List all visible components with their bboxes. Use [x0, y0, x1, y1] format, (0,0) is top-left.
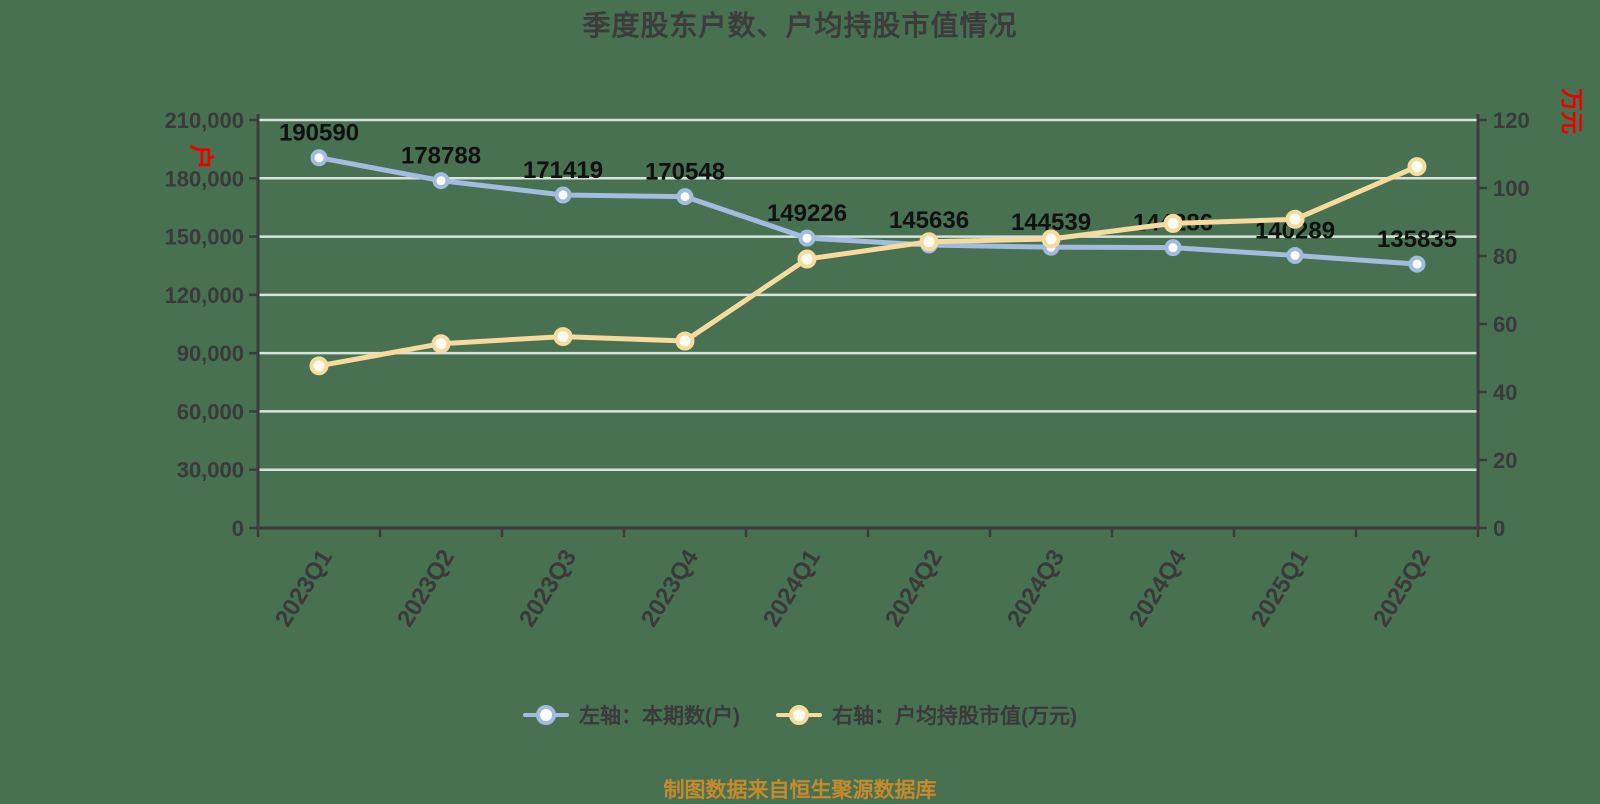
left-axis-tick-label: 90,000 — [177, 341, 244, 366]
data-point-marker — [1407, 157, 1427, 177]
x-axis-tick-label: 2024Q3 — [1002, 545, 1070, 632]
left-axis-tick-label: 0 — [232, 516, 244, 541]
left-axis-tick-label: 120,000 — [164, 283, 244, 308]
right-axis-tick-label: 20 — [1493, 448, 1517, 473]
x-axis-tick-label: 2023Q4 — [636, 544, 705, 631]
data-point-marker — [676, 188, 694, 206]
right-axis-tick-label: 120 — [1493, 108, 1530, 133]
page-title: 季度股东户数、户均持股市值情况 — [582, 10, 1018, 41]
data-point-label: 171419 — [523, 157, 603, 184]
data-point-label: 145636 — [889, 207, 969, 234]
right-axis-unit-label: 万元 — [1559, 88, 1586, 135]
right-axis-tick-label: 40 — [1493, 380, 1517, 405]
data-point-marker — [1285, 209, 1305, 229]
data-point-marker — [1408, 255, 1426, 273]
left-axis-tick-label: 180,000 — [164, 166, 244, 191]
data-point-marker — [431, 334, 451, 354]
data-point-marker — [432, 172, 450, 190]
left-axis-unit-label: 户 — [186, 144, 215, 170]
legend-label: 左轴：本期数(户) — [579, 705, 740, 728]
yellow-line-marker-icon — [776, 705, 822, 725]
data-point-label: 178788 — [401, 143, 481, 170]
data-point-label: 135835 — [1377, 226, 1457, 253]
data-point-marker — [553, 327, 573, 347]
data-point-marker — [310, 149, 328, 167]
legend-item-market-value[interactable]: 右轴：户均持股市值(万元) — [776, 700, 1077, 730]
data-point-marker — [675, 331, 695, 351]
left-axis-tick-label: 60,000 — [177, 399, 244, 424]
data-point-marker — [1164, 239, 1182, 257]
shareholders-series-line — [316, 155, 1420, 267]
blue-line-marker-icon — [523, 705, 569, 725]
x-axis-tick-label: 2023Q2 — [392, 545, 460, 632]
chart-legend: 左轴：本期数(户) 右轴：户均持股市值(万元) — [0, 700, 1600, 730]
data-point-marker — [554, 186, 572, 204]
right-axis-tick-label: 80 — [1493, 244, 1517, 269]
x-axis-tick-label: 2024Q2 — [880, 545, 948, 632]
x-axis-tick-label: 2024Q1 — [758, 545, 826, 632]
data-point-marker — [1163, 213, 1183, 233]
data-point-marker — [919, 232, 939, 252]
data-point-marker — [1286, 246, 1304, 264]
x-axis-tick-label: 2025Q2 — [1368, 545, 1436, 632]
legend-item-shareholders[interactable]: 左轴：本期数(户) — [523, 700, 740, 730]
left-axis-tick-label: 30,000 — [177, 458, 244, 483]
data-point-marker — [1041, 229, 1061, 249]
x-axis-tick-label: 2025Q1 — [1246, 545, 1314, 632]
data-point-label: 149226 — [767, 200, 847, 227]
data-point-marker — [798, 229, 816, 247]
right-axis-tick-label: 100 — [1493, 176, 1530, 201]
market-value-series-line — [316, 164, 1420, 369]
right-axis-tick-label: 0 — [1493, 516, 1505, 541]
data-point-marker — [309, 356, 329, 376]
data-point-label: 170548 — [645, 159, 725, 186]
left-axis-tick-label: 150,000 — [164, 225, 244, 250]
data-point-marker — [797, 249, 817, 269]
x-axis-tick-label: 2024Q4 — [1124, 544, 1193, 631]
data-point-label: 190590 — [279, 120, 359, 147]
left-axis-tick-label: 210,000 — [164, 108, 244, 133]
legend-label: 右轴：户均持股市值(万元) — [832, 705, 1077, 728]
x-axis-tick-label: 2023Q1 — [270, 545, 338, 632]
x-axis-tick-label: 2023Q3 — [514, 545, 582, 632]
chart-source-note: 制图数据来自恒生聚源数据库 — [663, 779, 937, 802]
right-axis-tick-label: 60 — [1493, 312, 1517, 337]
